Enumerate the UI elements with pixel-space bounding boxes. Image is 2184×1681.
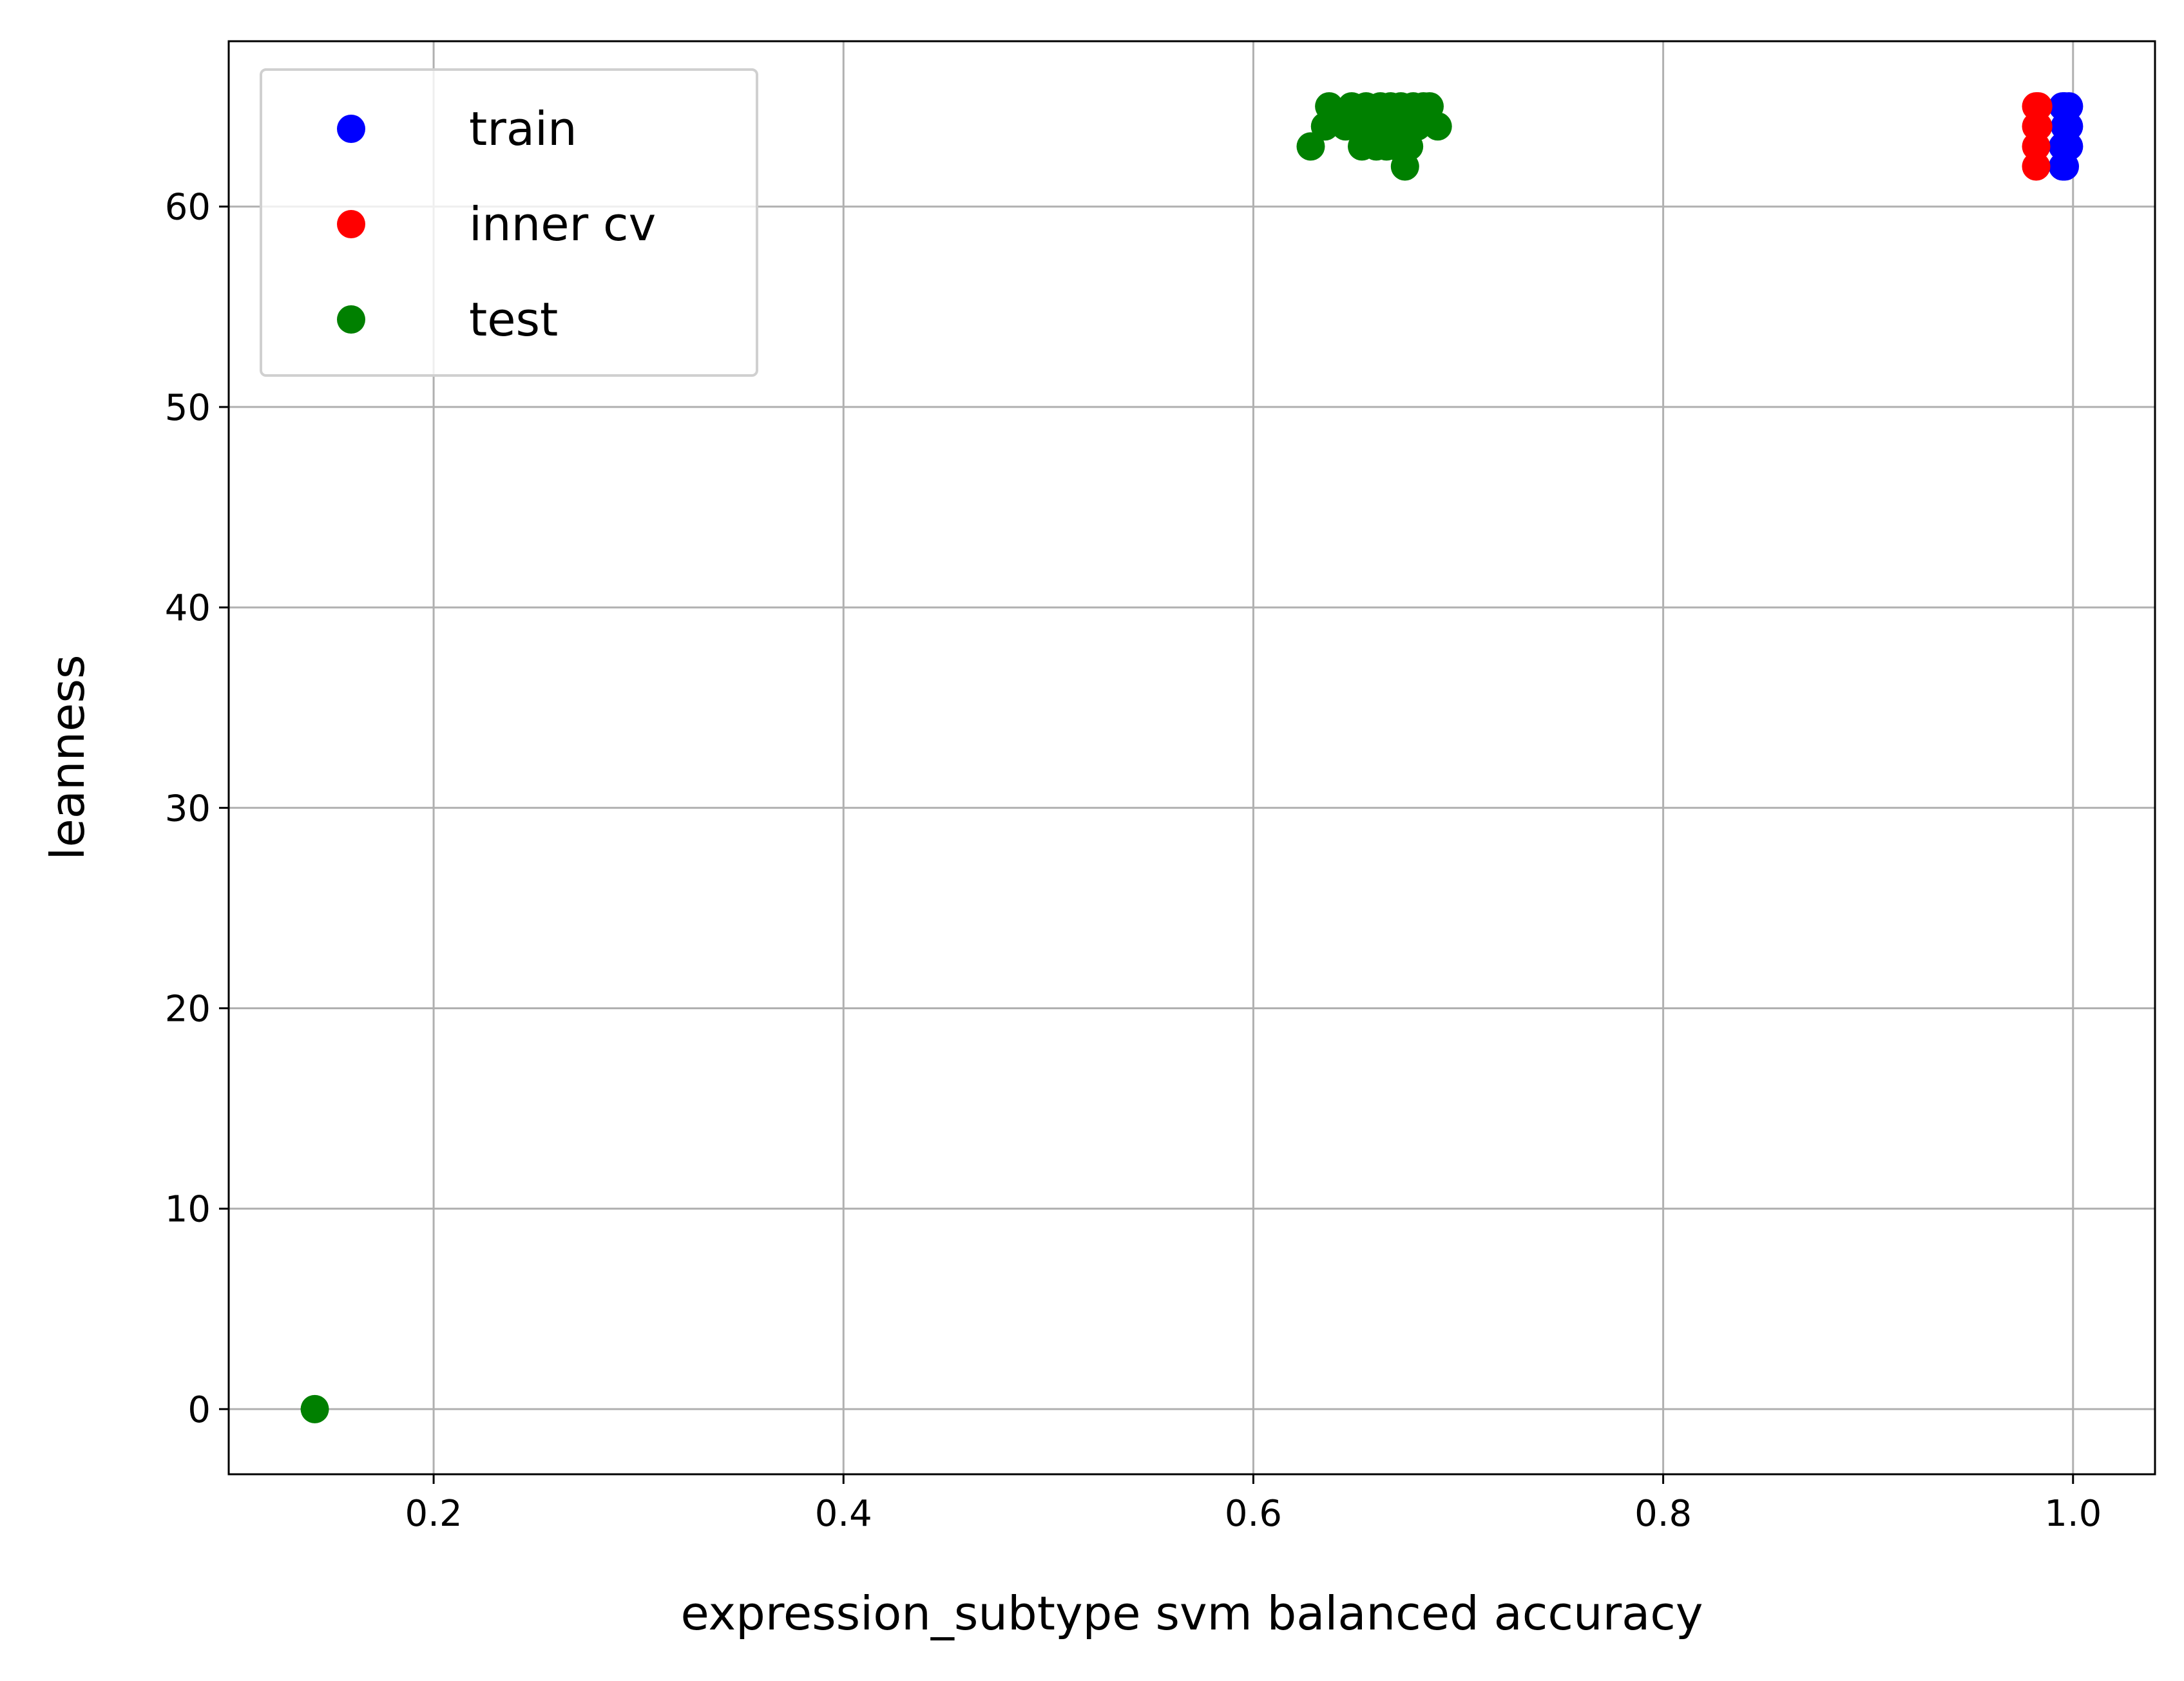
legend-label: train [469,102,577,156]
data-point [2024,92,2053,121]
axis-ticks: 0.2 0.4 0.6 0.8 1.0 0 10 20 30 40 50 60 [165,187,2102,1535]
x-tick-label: 0.4 [815,1493,872,1535]
series-test [300,92,1452,1423]
y-tick-label: 60 [165,187,211,229]
data-point [1296,132,1325,161]
legend-label: inner cv [469,197,656,251]
x-tick-label: 1.0 [2044,1493,2102,1535]
y-tick-label: 30 [165,788,211,830]
legend-label: test [469,292,558,347]
grid-lines [229,41,2155,1474]
legend-marker [337,210,365,238]
y-tick-label: 10 [165,1189,211,1231]
data-point [1315,92,1344,121]
data-point [1423,112,1452,141]
x-tick-label: 0.6 [1225,1493,1282,1535]
series-train [2048,92,2083,181]
plot-frame [227,40,2156,1476]
data-point [300,1394,329,1423]
data-point [2051,92,2080,121]
data-point [2022,152,2051,181]
x-axis-label: expression_subtype svm balanced accuracy [681,1586,1703,1640]
legend-marker [337,115,365,143]
legend-frame [260,68,758,377]
y-tick-label: 20 [165,988,211,1030]
y-tick-label: 0 [187,1389,211,1431]
legend: train inner cv test [260,68,758,377]
data-points [300,92,2083,1423]
data-point [2051,152,2080,181]
y-tick-label: 50 [165,387,211,429]
y-tick-label: 40 [165,587,211,629]
x-tick-label: 0.8 [1634,1493,1692,1535]
legend-marker [337,305,365,334]
series-inner-cv [2022,92,2053,181]
data-point [2024,112,2053,141]
y-axis-label: leanness [41,654,95,860]
x-tick-label: 0.2 [405,1493,463,1535]
